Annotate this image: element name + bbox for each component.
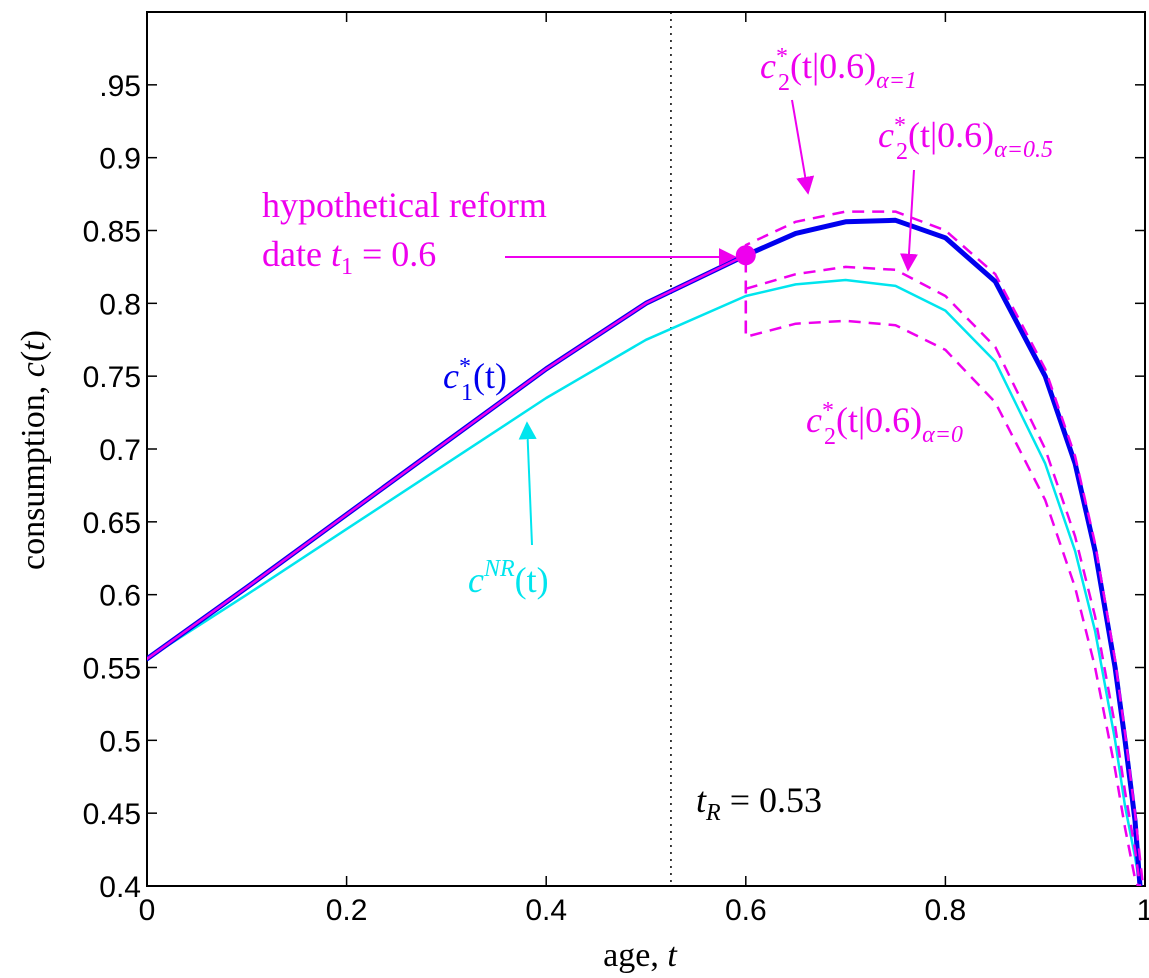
c2-alpha05-label: c* 2(t|0.6)α=0.5 (878, 113, 1053, 165)
x-axis-title: age, t (603, 937, 678, 974)
axis-ticks: 0 0.2 0.4 0.6 0.8 1 0.4 0.45 0.5 0.55 0.6 0.65 0.7 0.… (83, 12, 1149, 927)
series-line-c2-a1 (744, 210, 1145, 886)
y-tick-label: 0.4 (99, 871, 141, 904)
reform-label-line1: hypothetical reform (262, 185, 547, 225)
c1-label: c* 1(t) (443, 354, 507, 406)
reform-annotation: hypothetical reform date t1 = 0.6 (262, 185, 737, 280)
plot-area (146, 11, 1146, 887)
y-tick-label: 0.5 (99, 725, 141, 758)
c2-alpha1-arrow (791, 99, 815, 195)
series-line-c2-a0 (744, 281, 1140, 886)
series-line-c1-pre (147, 254, 748, 661)
series-line-c2-a05 (745, 265, 1142, 886)
x-tick-label: 0.6 (725, 894, 767, 927)
y-tick-label: 0.45 (83, 798, 141, 831)
y-tick-label: 0.65 (83, 507, 141, 540)
series-layer (147, 210, 1145, 886)
y-tick-label: 0.9 (99, 143, 141, 176)
y-tick-label: 0.7 (99, 434, 141, 467)
cnr-annotation: cNR(t) (468, 421, 549, 600)
x-tick-label: 0 (139, 894, 156, 927)
y-tick-label: 0.85 (83, 216, 141, 249)
y-tick-label: 0.6 (99, 580, 141, 613)
tr-label: tR = 0.53 (696, 780, 822, 826)
c2-alpha05-arrow (899, 169, 918, 272)
c2-alpha1-label: c* 2(t|0.6)α=1 (760, 44, 917, 96)
cnr-label: cNR(t) (468, 556, 549, 600)
y-tick-label: 0.8 (99, 288, 141, 321)
y-tick-label: 0.55 (83, 653, 141, 686)
c2-alpha0-label: c* 2(t|0.6)α=0 (806, 398, 963, 450)
x-tick-label: 1 (1137, 894, 1149, 927)
series-line-c-NR (147, 278, 1142, 886)
reform-label-line2: date t1 = 0.6 (262, 234, 436, 280)
c2-alpha05-annotation: c* 2(t|0.6)α=0.5 (878, 113, 1053, 272)
reform-point (735, 245, 756, 266)
y-tick-label: .95 (99, 70, 141, 103)
cnr-arrow (518, 421, 537, 546)
c2-alpha1-annotation: c* 2(t|0.6)α=1 (760, 44, 917, 195)
x-tick-label: 0.8 (925, 894, 967, 927)
x-tick-label: 0.4 (525, 894, 567, 927)
y-tick-label: 0.75 (83, 361, 141, 394)
y-axis-title: consumption, c(t) (15, 330, 52, 570)
x-tick-label: 0.2 (326, 894, 368, 927)
